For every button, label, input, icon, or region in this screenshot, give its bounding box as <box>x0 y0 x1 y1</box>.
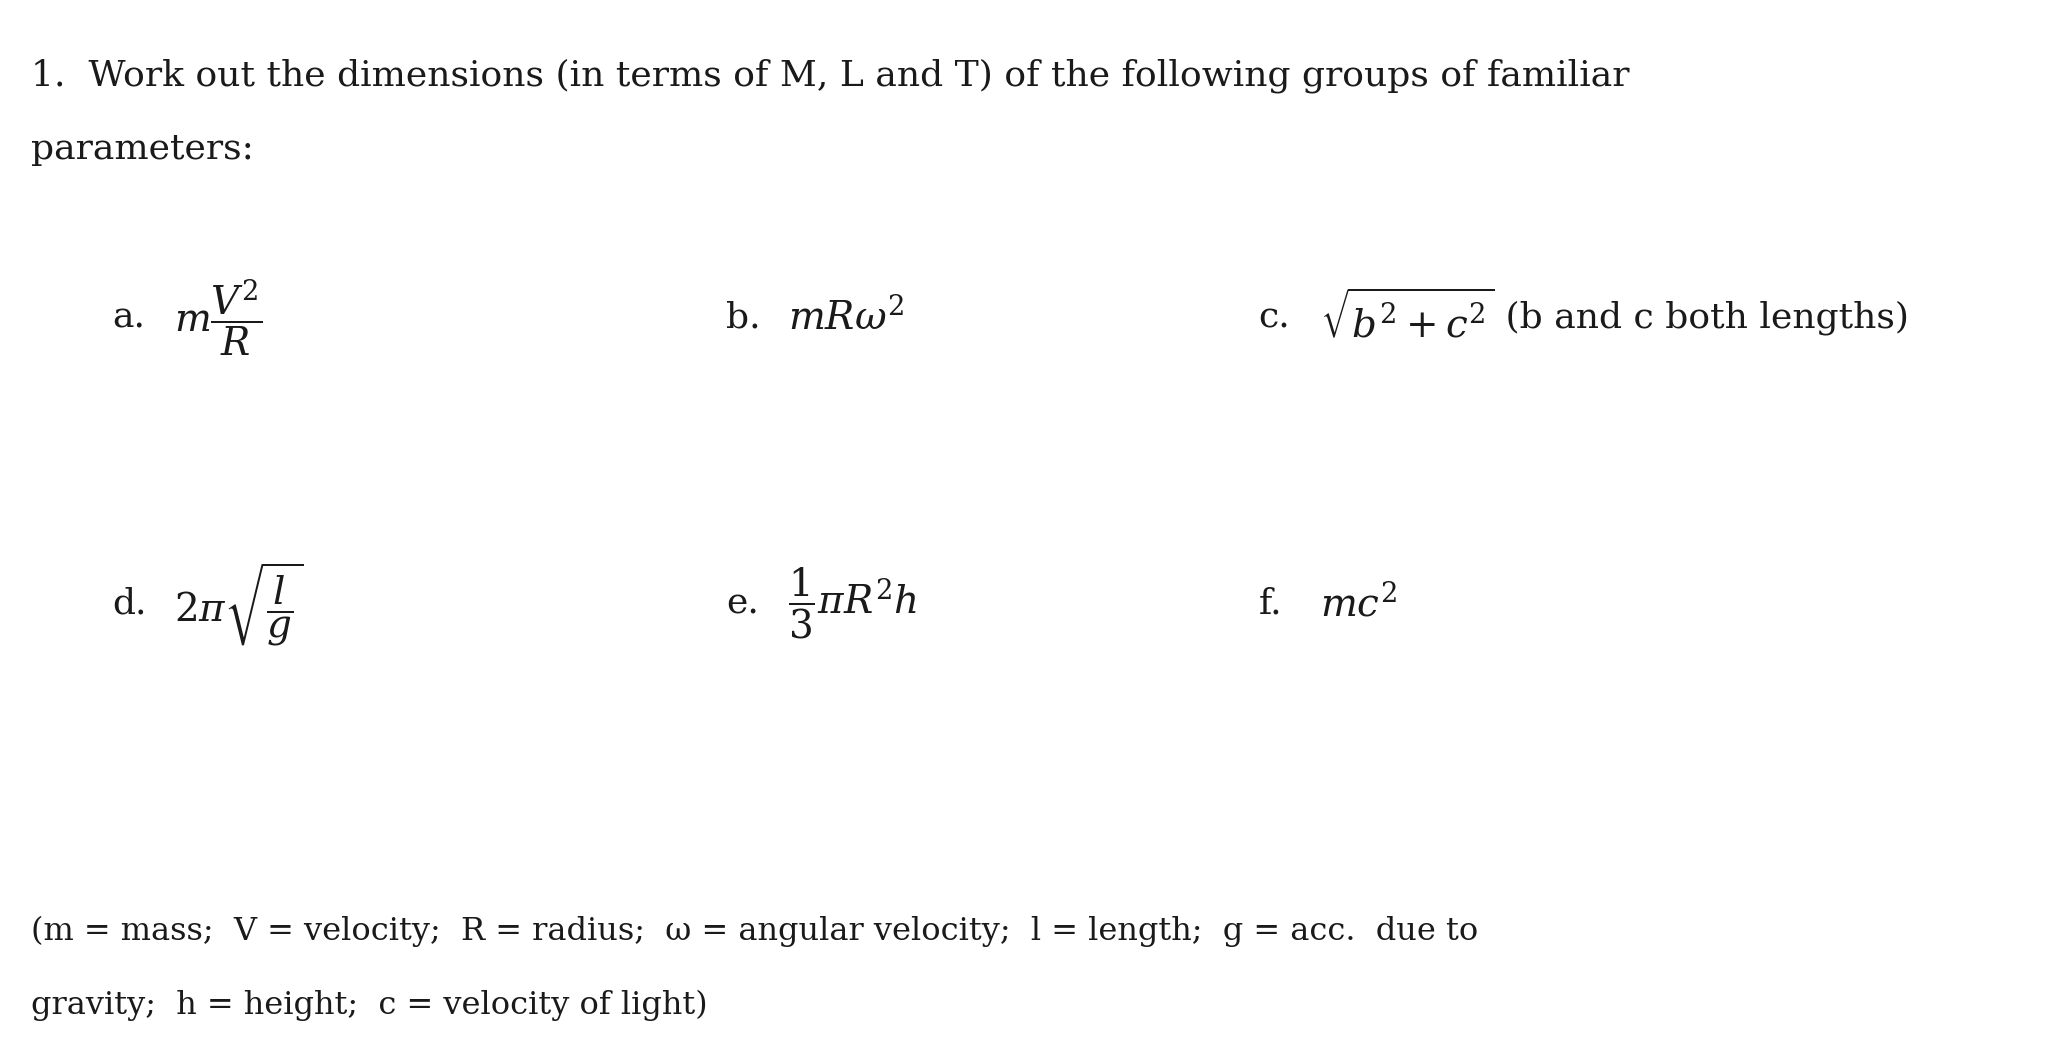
Text: (m = mass;  V = velocity;  R = radius;  ω = angular velocity;  l = length;  g = : (m = mass; V = velocity; R = radius; ω =… <box>31 916 1477 947</box>
Text: (b and c both lengths): (b and c both lengths) <box>1494 301 1909 335</box>
Text: $mR\omega^{2}$: $mR\omega^{2}$ <box>788 299 904 337</box>
Text: f.: f. <box>1258 587 1283 621</box>
Text: $2\pi\sqrt{\dfrac{l}{g}}$: $2\pi\sqrt{\dfrac{l}{g}}$ <box>174 560 303 647</box>
Text: parameters:: parameters: <box>31 132 254 166</box>
Text: c.: c. <box>1258 301 1291 335</box>
Text: $m\dfrac{V^2}{R}$: $m\dfrac{V^2}{R}$ <box>174 277 262 358</box>
Text: $\sqrt{b^2+c^2}$: $\sqrt{b^2+c^2}$ <box>1320 290 1494 345</box>
Text: e.: e. <box>726 587 759 621</box>
Text: 1.  Work out the dimensions (in terms of M, L and T) of the following groups of : 1. Work out the dimensions (in terms of … <box>31 58 1629 93</box>
Text: a.: a. <box>113 301 145 335</box>
Text: b.: b. <box>726 301 761 335</box>
Text: $mc^2$: $mc^2$ <box>1320 585 1397 623</box>
Text: $\dfrac{1}{3}\pi R^{2}h$: $\dfrac{1}{3}\pi R^{2}h$ <box>788 567 917 641</box>
Text: gravity;  h = height;  c = velocity of light): gravity; h = height; c = velocity of lig… <box>31 990 708 1021</box>
Text: d.: d. <box>113 587 147 621</box>
